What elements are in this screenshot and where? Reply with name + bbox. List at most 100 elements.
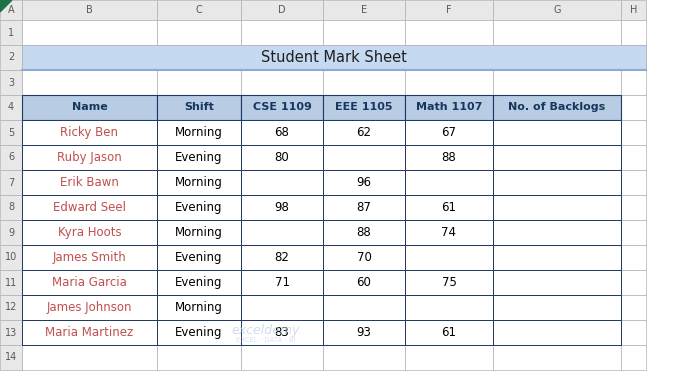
Bar [493, 320, 621, 345]
Text: Evening: Evening [175, 326, 223, 339]
Bar [621, 270, 646, 295]
Bar [22, 120, 157, 145]
Bar [157, 270, 241, 295]
Bar [323, 170, 405, 195]
Bar [157, 270, 241, 295]
Bar [493, 220, 621, 245]
Text: 62: 62 [357, 126, 372, 139]
Bar [22, 0, 157, 20]
Text: 1: 1 [8, 27, 14, 37]
Bar [157, 170, 241, 195]
Bar [493, 195, 621, 220]
Bar [621, 195, 646, 220]
Bar [157, 220, 241, 245]
Text: B: B [86, 5, 93, 15]
Text: A: A [8, 5, 14, 15]
Text: James Smith: James Smith [53, 251, 126, 264]
Bar [241, 320, 323, 345]
Bar [323, 120, 405, 145]
Bar [323, 170, 405, 195]
Bar [157, 45, 241, 70]
Bar [22, 295, 157, 320]
Bar [493, 95, 621, 120]
Bar [22, 45, 646, 70]
Text: 2: 2 [8, 52, 14, 63]
Bar [241, 170, 323, 195]
Bar [22, 95, 157, 120]
Bar [241, 195, 323, 220]
Text: Math 1107: Math 1107 [416, 103, 482, 112]
Bar [405, 270, 493, 295]
Bar [157, 220, 241, 245]
Bar [0, 70, 22, 95]
Bar [157, 295, 241, 320]
Text: Morning: Morning [175, 226, 223, 239]
Bar [621, 95, 646, 120]
Bar [405, 270, 493, 295]
Bar [157, 345, 241, 370]
Bar [323, 0, 405, 20]
Text: 88: 88 [442, 151, 456, 164]
Bar [621, 20, 646, 45]
Bar [323, 220, 405, 245]
Bar [22, 145, 157, 170]
Text: 98: 98 [274, 201, 289, 214]
Text: H: H [630, 5, 637, 15]
Bar [241, 320, 323, 345]
Text: Edward Seel: Edward Seel [53, 201, 126, 214]
Bar [405, 320, 493, 345]
Bar [323, 245, 405, 270]
Bar [493, 295, 621, 320]
Text: 71: 71 [274, 276, 289, 289]
Bar [22, 345, 157, 370]
Bar [405, 120, 493, 145]
Bar [493, 120, 621, 145]
Bar [323, 20, 405, 45]
Bar [323, 270, 405, 295]
Text: Shift: Shift [184, 103, 214, 112]
Bar [241, 20, 323, 45]
Text: CSE 1109: CSE 1109 [252, 103, 311, 112]
Bar [22, 220, 157, 245]
Text: 14: 14 [5, 352, 17, 362]
Bar [157, 145, 241, 170]
Text: Ricky Ben: Ricky Ben [60, 126, 119, 139]
Bar [22, 195, 157, 220]
Bar [0, 345, 22, 370]
Bar [157, 0, 241, 20]
Bar [0, 245, 22, 270]
Bar [241, 0, 323, 20]
Bar [621, 295, 646, 320]
Text: 61: 61 [442, 326, 456, 339]
Bar [405, 320, 493, 345]
Bar [621, 245, 646, 270]
Bar [493, 345, 621, 370]
Bar [22, 270, 157, 295]
Text: Evening: Evening [175, 151, 223, 164]
Text: D: D [279, 5, 286, 15]
Bar [323, 95, 405, 120]
Bar [493, 170, 621, 195]
Bar [22, 245, 157, 270]
Bar [241, 70, 323, 95]
Bar [241, 170, 323, 195]
Bar [22, 320, 157, 345]
Text: James Johnson: James Johnson [47, 301, 132, 314]
Bar [621, 345, 646, 370]
Bar [22, 320, 157, 345]
Bar [0, 295, 22, 320]
Bar [22, 20, 157, 45]
Bar [323, 320, 405, 345]
Bar [323, 95, 405, 120]
Bar [0, 170, 22, 195]
Bar [621, 320, 646, 345]
Bar [0, 20, 22, 45]
Bar [241, 45, 323, 70]
Text: 10: 10 [5, 252, 17, 262]
Bar [621, 0, 646, 20]
Text: 5: 5 [8, 127, 14, 137]
Bar [621, 45, 646, 70]
Bar [0, 270, 22, 295]
Bar [493, 145, 621, 170]
Bar [405, 345, 493, 370]
